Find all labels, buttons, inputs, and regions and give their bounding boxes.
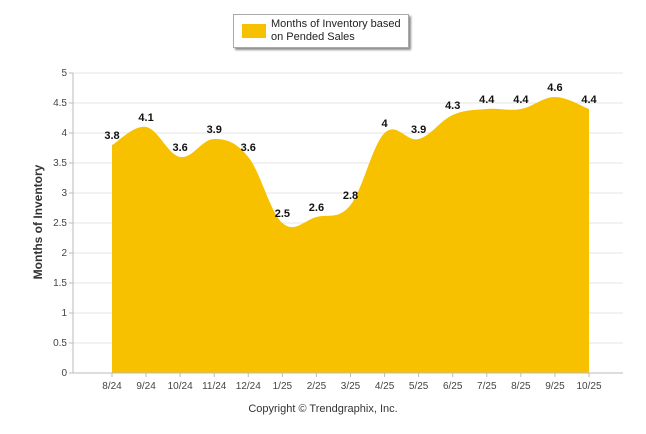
x-tick-label: 12/24 — [236, 381, 261, 392]
y-tick-label: 3 — [61, 188, 67, 199]
data-label: 3.9 — [411, 124, 426, 136]
x-axis-ticks: 8/24 9/24 10/24 11/24 12/24 1/25 2/25 3/25 4/25 5… — [102, 373, 602, 392]
data-label: 4 — [382, 118, 389, 130]
x-tick-label: 11/24 — [202, 381, 227, 392]
data-label: 2.8 — [343, 190, 358, 202]
data-label: 2.5 — [275, 208, 290, 220]
y-tick-label: 0 — [61, 368, 67, 379]
y-tick-label: 4.5 — [53, 98, 67, 109]
y-tick-label: 2.5 — [53, 218, 67, 229]
data-label: 4.4 — [479, 94, 495, 106]
legend: Months of Inventory based on Pended Sale… — [233, 14, 409, 48]
legend-label: Months of Inventory based on Pended Sale… — [271, 18, 401, 43]
series-area — [112, 97, 589, 373]
x-tick-label: 3/25 — [341, 381, 361, 392]
x-tick-label: 5/25 — [409, 381, 429, 392]
y-tick-label: 4 — [61, 128, 67, 139]
data-label: 4.3 — [445, 100, 460, 112]
data-label: 4.6 — [547, 82, 562, 94]
x-tick-label: 8/24 — [102, 381, 122, 392]
x-tick-label: 2/25 — [307, 381, 327, 392]
legend-swatch — [242, 24, 266, 38]
x-tick-label: 9/24 — [136, 381, 156, 392]
data-label: 2.6 — [309, 202, 324, 214]
data-label: 4.1 — [138, 112, 153, 124]
data-label: 4.4 — [581, 94, 597, 106]
y-tick-label: 2 — [61, 248, 67, 259]
data-label: 3.8 — [104, 130, 119, 142]
data-label: 3.9 — [207, 124, 222, 136]
data-labels: 3.8 4.1 3.6 3.9 3.6 2.5 2.6 2.8 4 3.9 4.3 4.4 4.4 4.6… — [104, 82, 597, 220]
x-tick-label: 8/25 — [511, 381, 531, 392]
data-label: 4.4 — [513, 94, 529, 106]
x-tick-label: 1/25 — [273, 381, 293, 392]
x-tick-label: 10/25 — [576, 381, 601, 392]
x-tick-label: 6/25 — [443, 381, 463, 392]
data-label: 3.6 — [172, 142, 187, 154]
y-tick-label: 3.5 — [53, 158, 67, 169]
y-axis-ticks: 0 0.5 1 1.5 2 2.5 3 3.5 4 4.5 5 — [53, 68, 73, 379]
y-tick-label: 5 — [61, 68, 67, 79]
x-tick-label: 7/25 — [477, 381, 497, 392]
y-tick-label: 1 — [61, 308, 67, 319]
y-tick-label: 0.5 — [53, 338, 67, 349]
data-label: 3.6 — [241, 142, 256, 154]
y-axis-label: Months of Inventory — [31, 164, 45, 279]
x-tick-label: 4/25 — [375, 381, 395, 392]
copyright-text: Copyright © Trendgraphix, Inc. — [248, 403, 398, 415]
x-tick-label: 10/24 — [168, 381, 193, 392]
y-tick-label: 1.5 — [53, 278, 67, 289]
x-tick-label: 9/25 — [545, 381, 565, 392]
